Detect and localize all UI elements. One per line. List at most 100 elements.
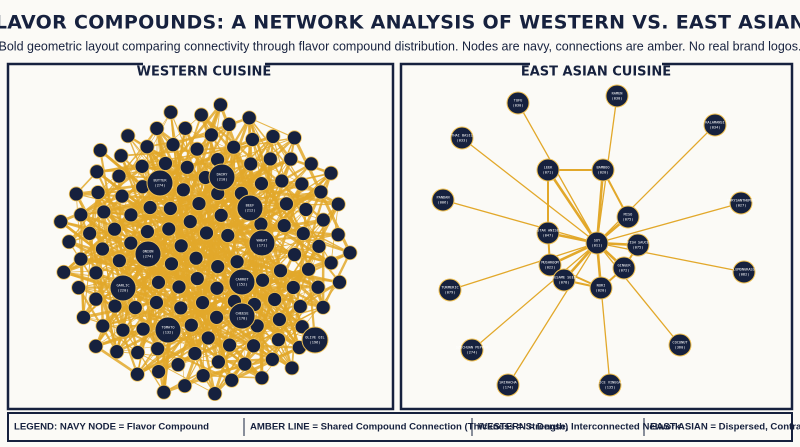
node <box>191 196 207 211</box>
node <box>209 280 225 296</box>
legend-box <box>7 412 793 442</box>
node <box>213 97 228 113</box>
edge <box>113 157 292 231</box>
node <box>283 151 299 167</box>
node-name: TURMERIC <box>441 286 458 290</box>
edge <box>95 171 132 244</box>
node <box>195 368 211 383</box>
node <box>311 238 327 254</box>
labeled-node <box>146 169 174 197</box>
node-count: (030) <box>513 104 524 108</box>
labeled-node <box>450 126 474 150</box>
node <box>294 176 310 192</box>
node-count: (022) <box>545 266 556 270</box>
node <box>92 142 108 158</box>
node <box>107 221 122 237</box>
node-count: (210) <box>217 178 228 182</box>
node <box>200 330 216 346</box>
node-name: DAIRY <box>217 173 229 177</box>
node-name: LEEK <box>544 166 553 170</box>
labeled-node <box>732 260 756 284</box>
edge <box>195 134 212 259</box>
edge <box>103 188 184 214</box>
labeled-node <box>431 188 455 212</box>
node <box>151 274 166 290</box>
node <box>195 295 210 311</box>
node-count: (027) <box>736 204 747 208</box>
edge <box>596 242 745 273</box>
node <box>188 250 204 266</box>
node <box>287 247 302 262</box>
node <box>156 384 172 400</box>
node <box>130 366 145 382</box>
labeled-node <box>616 205 640 229</box>
node <box>189 271 205 286</box>
node <box>298 202 314 217</box>
node <box>114 188 130 204</box>
node <box>56 264 72 280</box>
node-name: SESAME SEED <box>552 276 576 280</box>
node-name: LEMONGRASS <box>733 268 755 272</box>
labeled-node <box>585 231 609 255</box>
edge <box>595 169 605 244</box>
node <box>330 196 346 212</box>
node <box>330 227 346 243</box>
edge <box>461 137 598 244</box>
node-count: (082) <box>739 273 750 277</box>
node <box>255 272 271 288</box>
node-count: (196) <box>310 341 321 345</box>
node <box>187 346 203 361</box>
subtitle: Bold geometric layout comparing connecti… <box>0 39 800 53</box>
node <box>163 104 179 120</box>
node-name: GARLIC <box>117 284 130 288</box>
node-count: (034) <box>710 126 721 130</box>
node <box>150 341 166 357</box>
node-count: (047) <box>543 234 554 238</box>
node <box>211 354 226 370</box>
node <box>165 137 181 153</box>
edge <box>83 192 99 318</box>
node <box>207 386 223 402</box>
node <box>107 298 123 314</box>
node <box>73 251 89 267</box>
node <box>120 128 136 144</box>
node <box>265 129 281 144</box>
node <box>315 212 331 228</box>
labeled-node <box>703 113 727 137</box>
node <box>254 370 270 386</box>
node-count: (030) <box>612 97 623 101</box>
node-count: (152) <box>237 283 248 287</box>
node-count: (020) <box>596 289 607 293</box>
edge <box>200 114 280 341</box>
legend-item: LEGEND: NAVY NODE = Flavor Compound <box>14 422 209 433</box>
node-name: BEEF <box>246 204 255 208</box>
node <box>151 364 167 380</box>
labeled-node <box>496 373 520 397</box>
node-name: THAI BASIL <box>451 134 473 138</box>
edge <box>102 247 255 306</box>
edge <box>507 242 598 386</box>
labeled-node <box>208 163 236 191</box>
node <box>222 337 237 353</box>
node <box>173 238 189 254</box>
node <box>274 173 290 189</box>
node-name: NORI <box>597 284 606 288</box>
node-count: (033) <box>457 139 468 143</box>
labeled-node <box>228 268 256 296</box>
node <box>88 265 104 281</box>
node <box>243 156 259 172</box>
edge <box>137 352 216 395</box>
labeled-node <box>236 194 264 222</box>
labeled-node <box>460 338 484 362</box>
edge <box>442 199 598 244</box>
node <box>161 221 177 237</box>
node <box>199 225 214 241</box>
node-count: (274) <box>143 255 154 259</box>
node <box>139 139 155 155</box>
node <box>135 321 151 337</box>
node-count: (078) <box>559 281 570 285</box>
labeled-node <box>591 158 615 182</box>
node <box>273 263 288 279</box>
edge <box>546 169 599 244</box>
node <box>264 351 280 367</box>
